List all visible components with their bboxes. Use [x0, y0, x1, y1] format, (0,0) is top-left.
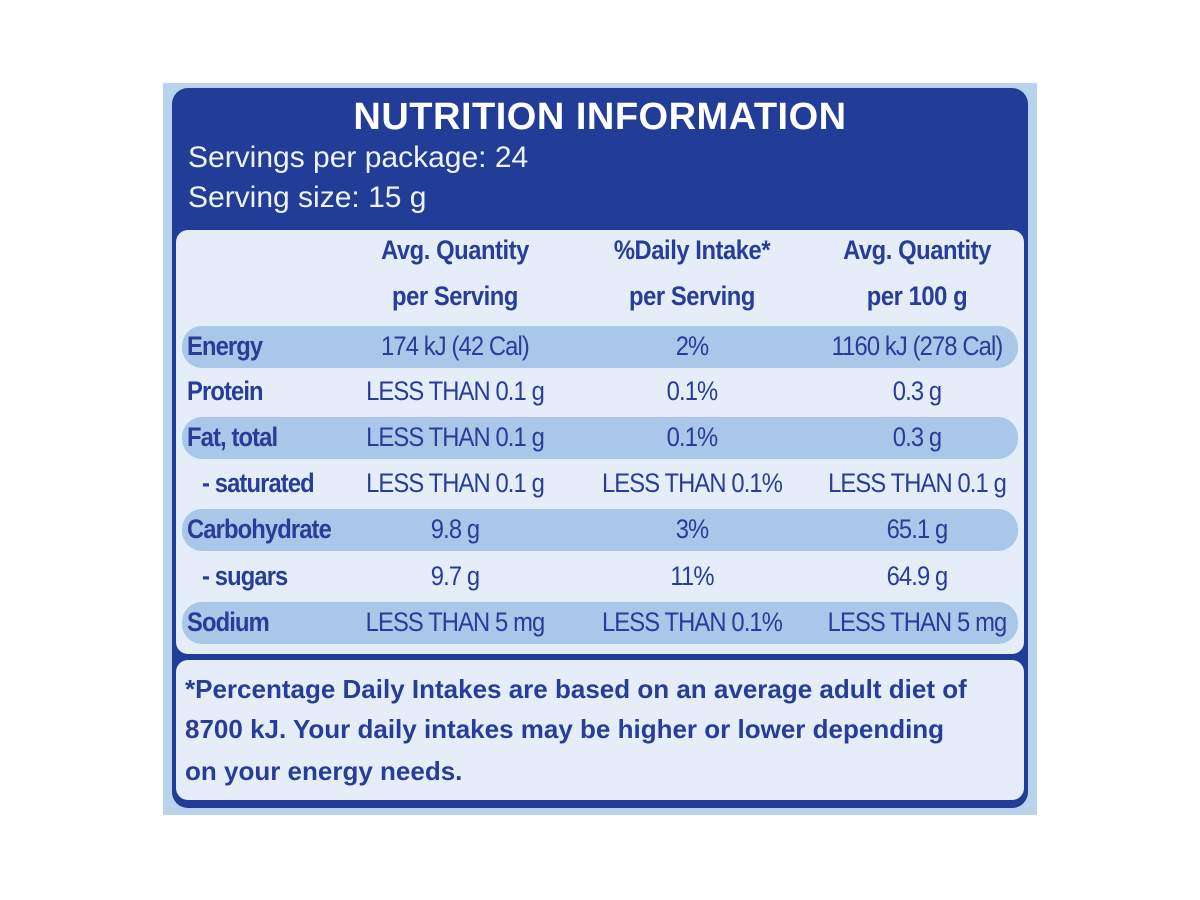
cell-value: LESS THAN 0.1 g: [366, 422, 545, 452]
column-header: per Serving: [629, 281, 755, 311]
cell-value: 0.3 g: [892, 376, 942, 406]
row-label: Protein: [187, 376, 264, 406]
cell-value: LESS THAN 0.1 g: [366, 468, 545, 498]
footnote-line: on your energy needs.: [185, 756, 463, 786]
cell-value: LESS THAN 0.1%: [601, 468, 783, 498]
title: NUTRITION INFORMATION: [353, 96, 847, 138]
footnote-panel: [176, 660, 1024, 800]
cell-value: 11%: [670, 561, 714, 591]
cell-value: LESS THAN 0.1%: [601, 607, 783, 637]
row-label: - sugars: [202, 561, 288, 591]
row-label: Sodium: [187, 607, 270, 637]
row-label: - saturated: [202, 468, 315, 498]
cell-value: 0.1%: [666, 376, 719, 406]
cell-value: LESS THAN 5 mg: [827, 607, 1008, 637]
column-header: %Daily Intake*: [613, 235, 771, 265]
row-stripe: [182, 509, 1018, 551]
cell-value: 0.3 g: [892, 422, 942, 452]
servings: Servings per package: 24: [188, 141, 529, 174]
column-header: per Serving: [392, 281, 518, 311]
row-label: Energy: [187, 331, 263, 361]
row-label: Carbohydrate: [187, 514, 332, 544]
serving-size: Serving size: 15 g: [188, 181, 427, 214]
row-label: Fat, total: [187, 422, 278, 452]
footnote-line: 8700 kJ. Your daily intakes may be highe…: [185, 714, 945, 744]
footnote-line: *Percentage Daily Intakes are based on a…: [185, 674, 967, 704]
cell-value: 0.1%: [666, 422, 719, 452]
column-header: Avg. Quantity: [381, 235, 529, 265]
row-stripe: [182, 326, 1018, 368]
column-header: Avg. Quantity: [843, 235, 991, 265]
row-stripe: [182, 602, 1018, 644]
row-stripe: [182, 417, 1018, 459]
column-header: per 100 g: [866, 281, 968, 311]
cell-value: LESS THAN 5 mg: [365, 607, 546, 637]
cell-value: 64.9 g: [886, 561, 949, 591]
cell-value: 2%: [675, 331, 709, 361]
cell-value: 1160 kJ (278 Cal): [831, 331, 1004, 361]
cell-value: 174 kJ (42 Cal): [381, 331, 530, 361]
cell-value: 9.8 g: [430, 514, 480, 544]
cell-value: 3%: [675, 514, 709, 544]
cell-value: LESS THAN 0.1 g: [828, 468, 1007, 498]
cell-value: 9.7 g: [430, 561, 480, 591]
cell-value: LESS THAN 0.1 g: [366, 376, 545, 406]
cell-value: 65.1 g: [886, 514, 949, 544]
